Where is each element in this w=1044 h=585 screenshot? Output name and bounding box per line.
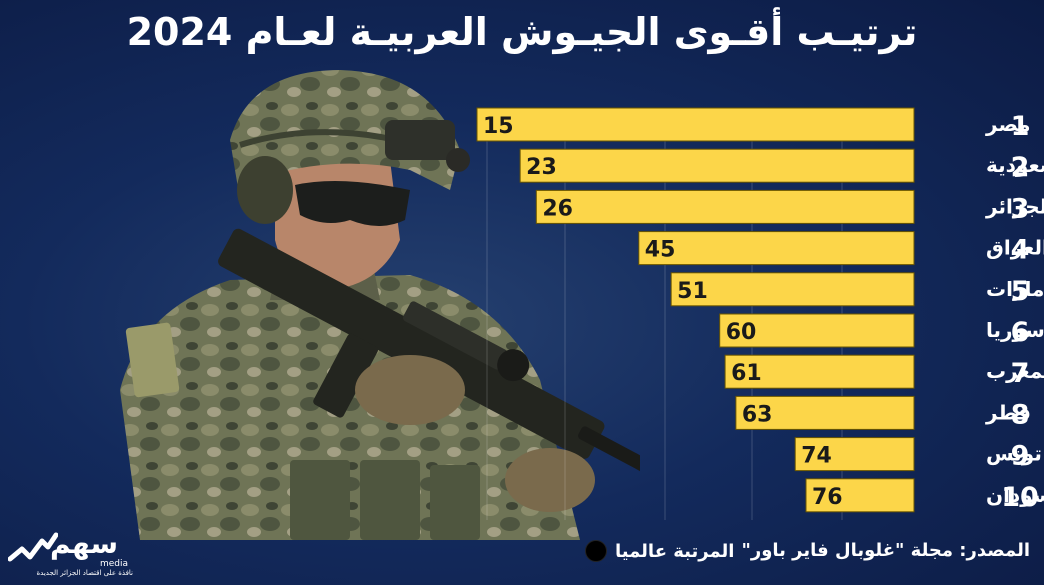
country-label: الجزائر: [985, 194, 1044, 218]
bar-value-label: 15: [483, 114, 514, 139]
bar-value-label: 26: [542, 196, 573, 221]
bar-value-label: 23: [526, 155, 557, 180]
rank-label: 10: [1001, 482, 1039, 513]
bar: [476, 107, 915, 142]
logo-media: media: [100, 559, 129, 569]
country-label: تونس: [986, 442, 1042, 466]
bar-value-label: 74: [801, 444, 832, 469]
logo-word: سهم: [50, 527, 118, 560]
country-label: السعودية: [986, 153, 1044, 177]
legend-label: المرتبة عالميا: [615, 540, 735, 562]
page-title: ترتيـب أقـوى الجيـوش العربيـة لعـام 2024: [126, 10, 918, 54]
rank-label: 3: [1011, 193, 1030, 224]
bar-value-label: 45: [645, 238, 676, 263]
bar: [735, 395, 915, 430]
country-label: الامارات: [986, 277, 1044, 301]
rank-label: 7: [1011, 358, 1030, 389]
country-label: سوريا: [986, 318, 1044, 342]
bar: [794, 437, 915, 472]
bar: [805, 478, 915, 513]
country-label: العراق: [986, 236, 1044, 260]
logo-chevron-icon: [8, 532, 58, 562]
rank-label: 6: [1011, 317, 1030, 348]
country-label: مصر: [985, 112, 1031, 136]
rank-label: 4: [1011, 235, 1030, 266]
soldier-illustration: [120, 70, 640, 540]
bar: [719, 313, 915, 348]
country-label: المغرب: [986, 359, 1044, 383]
bar: [670, 272, 915, 307]
bar: [724, 354, 915, 389]
bar-value-label: 76: [812, 485, 843, 510]
rank-label: 1: [1011, 111, 1030, 142]
bar: [519, 148, 915, 183]
logo-tagline: نافذة على اقتصاد الجزائر الجديدة: [36, 569, 134, 577]
bar: [638, 231, 915, 266]
bar-value-label: 61: [731, 361, 762, 386]
bar-value-label: 60: [726, 320, 757, 345]
bar-value-label: 63: [742, 402, 773, 427]
rank-label: 8: [1011, 399, 1030, 430]
brand-logo: سهم media نافذة على اقتصاد الجزائر الجدي…: [8, 525, 133, 580]
rank-label: 9: [1011, 441, 1030, 472]
legend: المرتبة عالميا: [585, 540, 734, 562]
bar-value-label: 51: [677, 279, 708, 304]
source-note: المصدر: مجلة "غلوبال فاير باور": [741, 540, 1030, 561]
country-label: السودان: [986, 483, 1044, 507]
rank-label: 5: [1011, 276, 1030, 307]
country-label: قطر: [985, 400, 1031, 424]
rank-label: 2: [1011, 152, 1030, 183]
legend-dot-icon: [585, 540, 607, 562]
bar: [535, 189, 915, 224]
